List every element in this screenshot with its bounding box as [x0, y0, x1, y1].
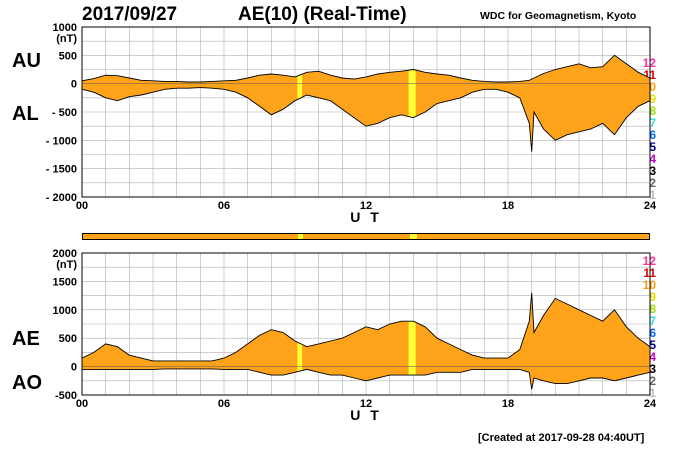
- au-al-ytick-label: 1000: [53, 22, 77, 34]
- stripe-highlight-segment: [298, 234, 304, 239]
- au-al-xtick-label: 12: [360, 200, 372, 212]
- au-al-ytick-label: 500: [59, 50, 77, 62]
- station-count-3: 3: [649, 164, 656, 178]
- data-quality-stripe: [82, 233, 650, 240]
- station-count-7: 7: [649, 314, 656, 328]
- station-count-8: 8: [649, 302, 656, 316]
- au-al-ytick-label: - 1500: [46, 164, 77, 176]
- station-count-12: 12: [642, 254, 656, 268]
- ae-ao-plot-frame: [81, 252, 651, 396]
- au-al-xtick-label: 24: [644, 200, 657, 212]
- station-count-3: 3: [649, 362, 656, 376]
- station-count-1: 1: [649, 386, 656, 400]
- au-al-ytick-label: 0: [71, 79, 77, 91]
- au-al-xtick-label: 06: [218, 200, 230, 212]
- station-count-12: 12: [642, 56, 656, 70]
- au-al-highlight-band: [408, 69, 416, 118]
- au-al-upper-line: [81, 54, 651, 83]
- au-al-ytick-label: - 1000: [46, 135, 77, 147]
- au-al-ytick-label: - 2000: [46, 192, 77, 204]
- station-count-6: 6: [649, 326, 656, 340]
- ao-label: AO: [12, 372, 42, 394]
- ae-ao-ytick-label: 0: [71, 362, 77, 374]
- station-count-1: 1: [649, 188, 656, 202]
- ae-ao-xaxis-label: U T: [350, 407, 382, 423]
- ae-ao-unit-label: (nT): [56, 259, 77, 271]
- ae-ao-ytick-label: 500: [59, 333, 77, 345]
- station-count-2: 2: [649, 176, 656, 190]
- al-label: AL: [12, 103, 39, 125]
- au-al-plot-frame: [81, 26, 651, 198]
- station-count-4: 4: [649, 152, 656, 166]
- station-count-9: 9: [649, 290, 656, 304]
- ae-ao-xtick-label: 18: [502, 398, 514, 410]
- station-legend-bottom: 12 11 10 9 8 7 6 5 4 3 2 1: [626, 255, 656, 399]
- station-count-4: 4: [649, 350, 656, 364]
- station-count-8: 8: [649, 104, 656, 118]
- station-count-2: 2: [649, 374, 656, 388]
- ae-ao-ytick-label: 1500: [53, 276, 77, 288]
- ae-ao-xtick-label: 12: [360, 398, 372, 410]
- station-count-5: 5: [649, 338, 656, 352]
- created-timestamp: [Created at 2017-09-28 04:40UT]: [478, 432, 645, 444]
- ae-ao-ytick-label: 2000: [53, 248, 77, 260]
- ae-ao-envelope-area: [82, 292, 650, 390]
- au-al-xtick-label: 00: [76, 200, 88, 212]
- au-al-envelope-area: [82, 55, 650, 152]
- au-al-unit-label: (nT): [56, 33, 77, 45]
- station-count-7: 7: [649, 116, 656, 130]
- date-title: 2017/09/27: [82, 4, 178, 25]
- au-al-ytick-label: - 500: [52, 107, 77, 119]
- au-al-lower-line: [81, 87, 651, 152]
- station-count-9: 9: [649, 92, 656, 106]
- ae-ao-xtick-label: 24: [644, 398, 657, 410]
- ae-ao-lower-line: [82, 368, 651, 390]
- au-label: AU: [12, 50, 41, 72]
- station-count-6: 6: [649, 128, 656, 142]
- ae-ao-ytick-label: 1000: [53, 305, 77, 317]
- source-label: WDC for Geomagnetism, Kyoto: [480, 10, 637, 22]
- au-al-xtick-label: 18: [502, 200, 514, 212]
- ae-label: AE: [12, 328, 40, 350]
- stripe-highlight-segment: [409, 234, 417, 239]
- ae-ao-highlight-band: [297, 343, 303, 372]
- station-count-5: 5: [649, 140, 656, 154]
- ae-ao-highlight-band: [408, 321, 416, 376]
- page-title: AE(10) (Real-Time): [238, 4, 407, 25]
- ae-ao-ytick-label: -500: [55, 390, 77, 402]
- ae-ao-xtick-label: 00: [76, 398, 88, 410]
- ae-ao-upper-line: [81, 292, 651, 362]
- station-count-10: 10: [642, 278, 656, 292]
- au-al-xaxis-label: U T: [350, 209, 382, 225]
- ae-ao-xtick-label: 06: [218, 398, 230, 410]
- au-al-highlight-band: [297, 75, 303, 99]
